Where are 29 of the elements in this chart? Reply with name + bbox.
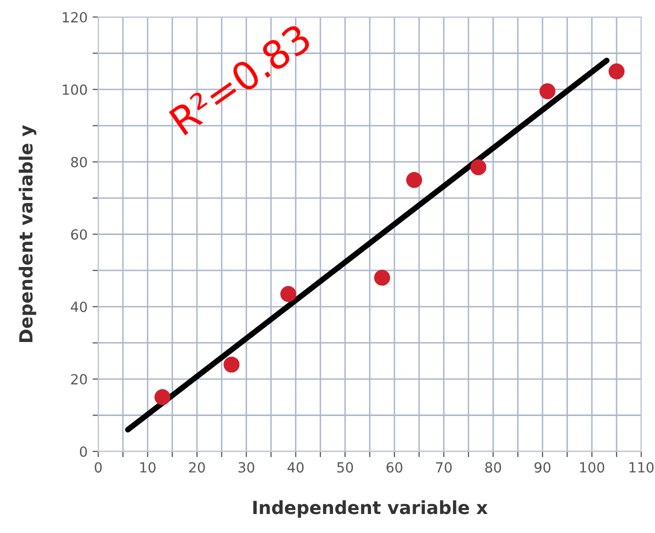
- y-tick-label: 80: [71, 156, 87, 168]
- x-tick-label: 100: [580, 462, 604, 473]
- point: [470, 159, 486, 176]
- point: [280, 286, 296, 302]
- y-tick-label: 100: [62, 84, 87, 95]
- x-axis-title: Independent variable x: [253, 500, 488, 518]
- x-tick-label: 70: [436, 462, 452, 473]
- y-axis-title: Dependent variable y: [18, 125, 36, 342]
- y-tick-label: 0: [80, 446, 87, 457]
- point: [154, 389, 170, 406]
- point: [406, 172, 422, 188]
- point: [539, 83, 556, 100]
- x-tick-label: 80: [485, 462, 502, 473]
- point: [374, 270, 390, 286]
- y-tick-label: 20: [71, 374, 87, 385]
- x-tick-label: 90: [534, 462, 550, 473]
- y-tick-label: 60: [71, 229, 87, 240]
- x-tick-label: 30: [238, 462, 254, 473]
- y-tick-label: 120: [62, 12, 87, 23]
- x-tick-label: 10: [140, 462, 156, 473]
- x-tick-label: 60: [386, 462, 402, 473]
- x-tick-label: 20: [189, 462, 205, 473]
- y-tick-label: 40: [70, 302, 87, 312]
- point: [224, 356, 240, 373]
- x-tick-label: 0: [94, 462, 102, 473]
- point: [608, 63, 625, 80]
- x-tick-label: 110: [630, 462, 654, 473]
- x-tick-label: 50: [337, 462, 353, 473]
- x-tick-label: 40: [288, 462, 304, 473]
